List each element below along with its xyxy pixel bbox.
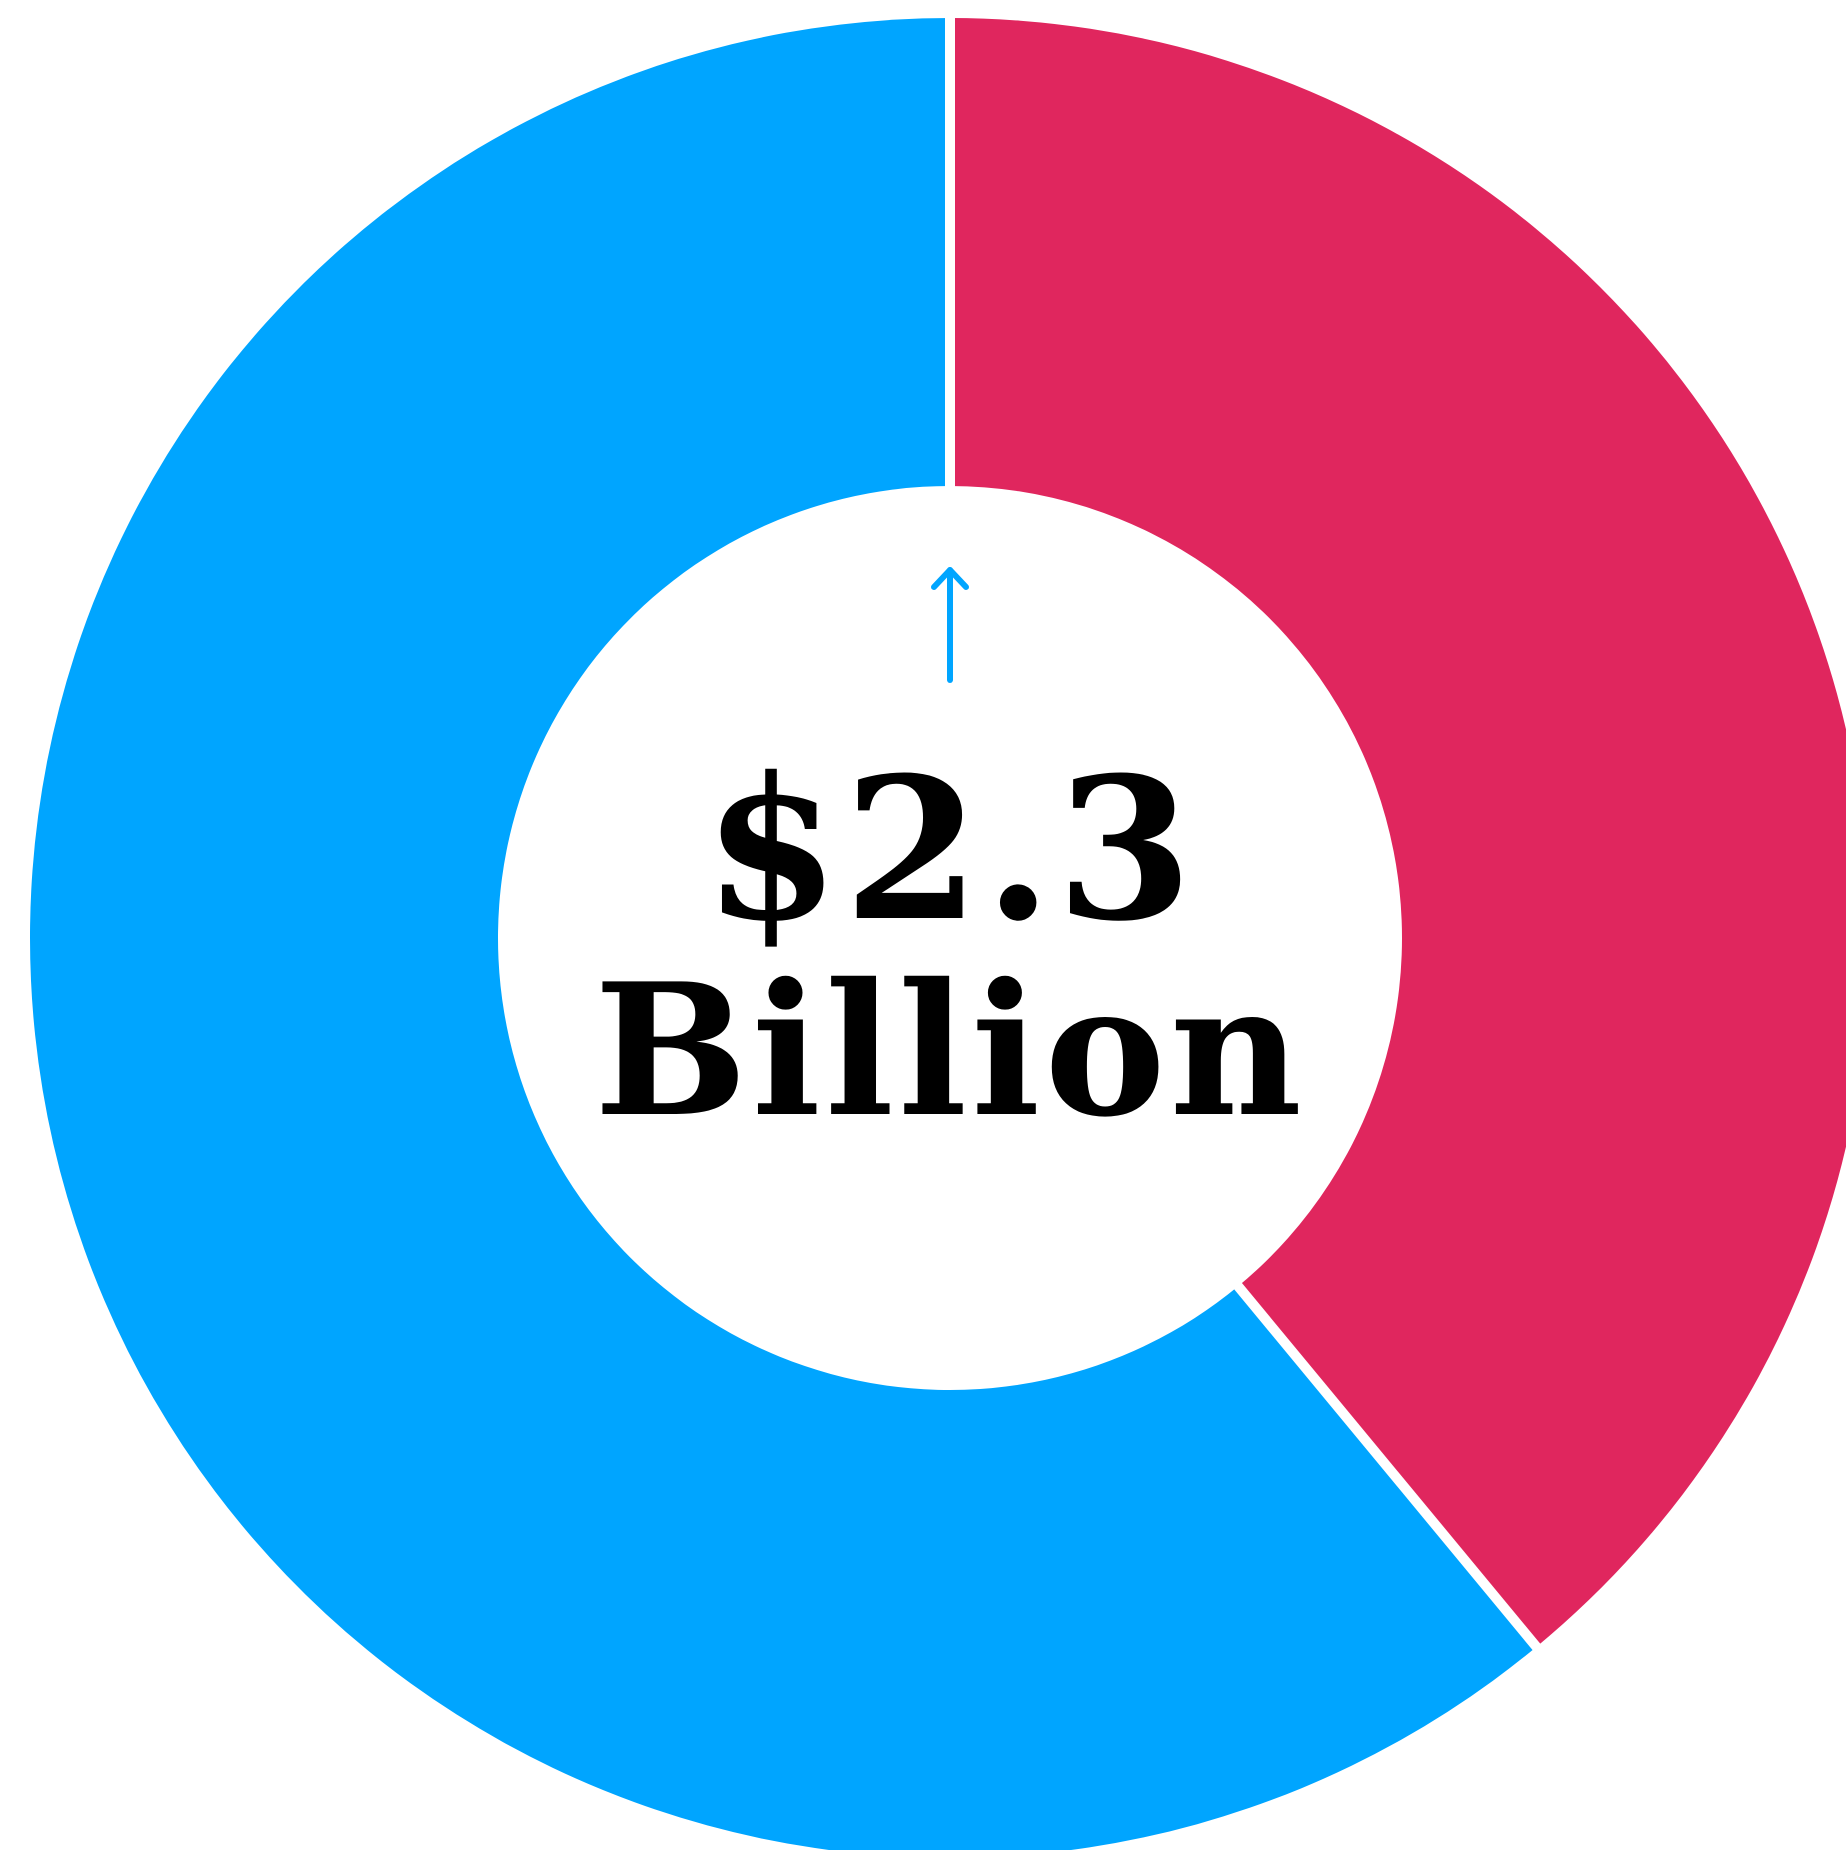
- center-value: $2.3: [703, 735, 1197, 965]
- donut-slice-1: [950, 18, 1846, 1647]
- slice-separator-2: [1232, 1281, 1554, 1666]
- center-unit: Billion: [593, 943, 1307, 1157]
- arrow-head: [931, 567, 969, 590]
- up-arrow-icon: [931, 567, 969, 683]
- donut-slice-2: [30, 18, 1537, 1850]
- donut-slices: [30, 0, 1846, 1850]
